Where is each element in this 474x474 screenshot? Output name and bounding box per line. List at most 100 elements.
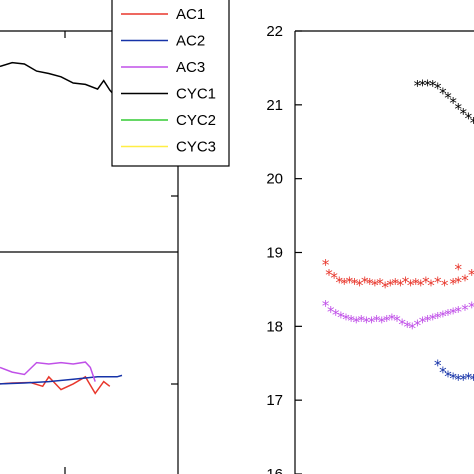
scatter-star-marker: * — [468, 266, 474, 284]
scatter-star-marker: * — [363, 313, 371, 331]
scatter-star-marker: * — [454, 260, 462, 278]
scatter-star-marker: * — [449, 305, 457, 323]
scatter-star-marker: * — [434, 309, 442, 327]
scatter-star-marker: * — [373, 312, 381, 330]
scatter-star-marker: * — [414, 77, 422, 95]
y-tick-label: 18 — [266, 318, 283, 335]
scatter-star-marker: * — [398, 316, 406, 334]
y-tick-label: 16 — [266, 466, 283, 474]
scatter-star-marker: * — [392, 275, 400, 293]
right-y-ticks: 16 17 18 19 20 21 22 — [266, 23, 302, 474]
scatter-star-marker: * — [412, 275, 420, 293]
scatter-star-marker: * — [449, 275, 457, 293]
scatter-star-marker: * — [465, 110, 473, 128]
series-line-cyc1 — [0, 61, 123, 103]
scatter-star-marker: * — [439, 85, 447, 103]
scatter-star-marker: * — [330, 269, 338, 287]
right-panel: 16171819202122 *************************… — [266, 23, 474, 474]
scatter-star-marker: * — [371, 277, 379, 295]
scatter-star-marker: * — [470, 114, 474, 132]
scatter-star-marker: * — [327, 303, 335, 321]
scatter-star-marker: * — [383, 312, 391, 330]
scatter-star-marker: * — [449, 94, 457, 112]
scatter-star-marker: * — [454, 303, 462, 321]
scatter-star-marker: * — [397, 277, 405, 295]
scatter-star-marker: * — [429, 310, 437, 328]
legend-label-cyc1: CYC1 — [176, 86, 216, 103]
legend-label-cyc3: CYC3 — [176, 139, 216, 156]
scatter-star-marker: * — [419, 76, 427, 94]
scatter-star-marker: * — [407, 277, 415, 295]
legend-label-ac2: AC2 — [176, 33, 205, 50]
scatter-star-marker: * — [465, 370, 473, 388]
scatter-star-marker: * — [352, 313, 360, 331]
scatter-star-marker: * — [414, 316, 422, 334]
scatter-star-marker: * — [325, 266, 333, 284]
scatter-star-marker: * — [393, 312, 401, 330]
scatter-star-marker: * — [449, 370, 457, 388]
y-tick-label: 20 — [266, 171, 283, 188]
scatter-star-marker: * — [461, 301, 469, 319]
scatter-star-marker: * — [368, 313, 376, 331]
scatter-star-marker: * — [454, 274, 462, 292]
y-tick-label: 21 — [266, 97, 283, 114]
scatter-star-marker: * — [342, 310, 350, 328]
scatter-star-marker: * — [378, 313, 386, 331]
scatter-star-marker: * — [454, 371, 462, 389]
scatter-star-marker: * — [424, 312, 432, 330]
scatter-star-marker: * — [402, 274, 410, 292]
scatter-star-marker: * — [417, 277, 425, 295]
scatter-star-marker: * — [441, 277, 449, 295]
scatter-star-marker: * — [424, 76, 432, 94]
scatter-star-marker: * — [332, 306, 340, 324]
scatter-star-marker: * — [361, 274, 369, 292]
series-line-ac3 — [0, 361, 96, 382]
legend-label-ac1: AC1 — [176, 6, 205, 23]
scatter-star-marker: * — [386, 277, 394, 295]
scatter-star-marker: * — [409, 319, 417, 337]
legend: AC1 AC2 AC3 CYC1 CYC2 CYC3 — [111, 0, 230, 167]
scatter-star-marker: * — [376, 275, 384, 293]
scatter-star-marker: * — [434, 274, 442, 292]
scatter-star-marker: * — [444, 89, 452, 107]
scatter-star-marker: * — [470, 371, 474, 389]
y-tick-label: 19 — [266, 245, 283, 262]
scatter-star-marker: * — [366, 275, 374, 293]
scatter-star-marker: * — [347, 312, 355, 330]
scatter-star-marker: * — [460, 105, 468, 123]
scatter-star-marker: * — [388, 310, 396, 328]
scatter-star-marker: * — [460, 371, 468, 389]
scatter-star-marker: * — [444, 367, 452, 385]
scatter-star-marker: * — [322, 297, 330, 315]
scatter-star-marker: * — [468, 299, 474, 317]
left-series-group — [0, 61, 123, 395]
scatter-star-marker: * — [403, 318, 411, 336]
y-tick-label: 17 — [266, 392, 283, 409]
legend-box — [111, 0, 230, 167]
scatter-star-marker: * — [341, 275, 349, 293]
scatter-star-marker: * — [422, 274, 430, 292]
scatter-star-marker: * — [351, 275, 359, 293]
scatter-star-marker: * — [454, 100, 462, 118]
series-line-ac1 — [0, 375, 111, 395]
scatter-star-marker: * — [322, 256, 330, 274]
scatter-star-marker: * — [346, 274, 354, 292]
right-series-group: ********************************* * * ** ***… — [322, 76, 474, 389]
y-tick-label: 22 — [266, 23, 283, 40]
scatter-star-marker: * — [434, 79, 442, 97]
scatter-star-marker: * — [356, 277, 364, 295]
scatter-star-marker: * — [439, 308, 447, 326]
legend-label-ac3: AC3 — [176, 59, 205, 76]
scatter-star-marker: * — [439, 364, 447, 382]
scatter-star-marker: * — [444, 306, 452, 324]
legend-label-cyc2: CYC2 — [176, 112, 216, 129]
scatter-star-marker: * — [461, 271, 469, 289]
series-line-ac2 — [0, 374, 123, 385]
scatter-star-marker: * — [335, 274, 343, 292]
scatter-star-marker: * — [427, 277, 435, 295]
scatter-star-marker: * — [358, 312, 366, 330]
scatter-star-marker: * — [419, 313, 427, 331]
scatter-star-marker: * — [337, 308, 345, 326]
scatter-star-marker: * — [381, 279, 389, 297]
